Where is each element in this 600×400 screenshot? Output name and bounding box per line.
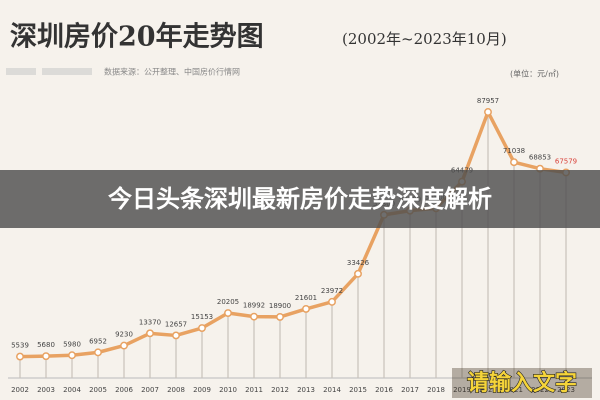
value-label: 18992 <box>243 302 265 310</box>
point <box>16 352 24 361</box>
point <box>276 312 284 321</box>
value-label: 5980 <box>63 340 81 348</box>
blurred-text <box>6 68 36 75</box>
point <box>94 348 102 357</box>
x-tick-label: 2020 <box>479 386 497 394</box>
x-tick-label: 2021 <box>505 386 523 394</box>
point <box>42 352 50 361</box>
value-label: 6952 <box>89 337 107 345</box>
x-tick-label: 2014 <box>323 386 341 394</box>
point <box>224 309 232 317</box>
value-label: 33426 <box>347 259 370 267</box>
value-label: 71038 <box>503 147 525 155</box>
x-tick-label: 2015 <box>349 386 367 394</box>
x-tick-label: 2004 <box>63 386 81 394</box>
chart-subtitle: (2002年~2023年10月) <box>342 30 507 48</box>
point <box>120 341 128 350</box>
x-tick-label: 2007 <box>141 386 159 394</box>
value-label: 68853 <box>529 154 551 162</box>
value-label: 5680 <box>37 341 55 349</box>
point <box>302 304 310 313</box>
banner-bg <box>0 170 600 228</box>
point <box>484 108 492 116</box>
value-label: 13370 <box>139 318 161 326</box>
value-label: 15153 <box>191 313 213 321</box>
point <box>510 158 518 167</box>
chart-title: 深圳房价20年走势图 <box>10 21 264 53</box>
x-tick-label: 2018 <box>427 386 445 394</box>
x-tick-label: 2005 <box>89 386 107 394</box>
value-label: 20205 <box>217 298 239 306</box>
point <box>250 312 258 321</box>
value-label: 12657 <box>165 320 187 328</box>
x-tick-label: 2022 <box>531 386 549 394</box>
blurred-text <box>42 68 92 75</box>
x-tick-label: 2016 <box>375 386 393 394</box>
x-tick-label: 2017 <box>401 386 419 394</box>
unit-note: (单位：元/㎡) <box>510 69 559 79</box>
value-label: 21601 <box>295 294 317 302</box>
point <box>328 297 336 306</box>
x-tick-label: 2012 <box>271 386 289 394</box>
point <box>146 329 154 338</box>
value-label: 18900 <box>269 302 291 310</box>
plot-area: 5539 2002 5680 2003 5980 2004 6952 2005 9230 2006… <box>11 97 577 394</box>
x-tick-label: 2006 <box>115 386 133 394</box>
value-label: 23972 <box>321 287 343 295</box>
watermark-bg <box>452 368 592 398</box>
watermark: 请输入文字 <box>467 370 577 396</box>
x-tick-label: 2003 <box>37 386 55 394</box>
x-tick-label: 2013 <box>297 386 315 394</box>
point <box>68 351 76 360</box>
banner-text: 今日头条深圳最新房价走势深度解析 <box>108 185 492 213</box>
source-note: 数据来源：公开整理、中国房价行情网 <box>104 67 240 77</box>
x-tick-label: 2023 <box>557 386 575 394</box>
x-tick-label: 2019 <box>453 386 471 394</box>
value-label: 67579 <box>555 157 577 165</box>
x-tick-label: 2010 <box>219 386 237 394</box>
x-tick-label: 2009 <box>193 386 211 394</box>
point <box>198 324 206 332</box>
value-label: 9230 <box>115 331 133 339</box>
x-tick-label: 2002 <box>11 386 29 394</box>
value-label: 87957 <box>477 97 499 105</box>
point <box>354 269 362 278</box>
x-tick-label: 2011 <box>245 386 263 394</box>
price-line <box>19 110 567 359</box>
x-tick-label: 2008 <box>167 386 185 394</box>
point <box>172 331 180 340</box>
value-label: 5539 <box>11 342 29 350</box>
